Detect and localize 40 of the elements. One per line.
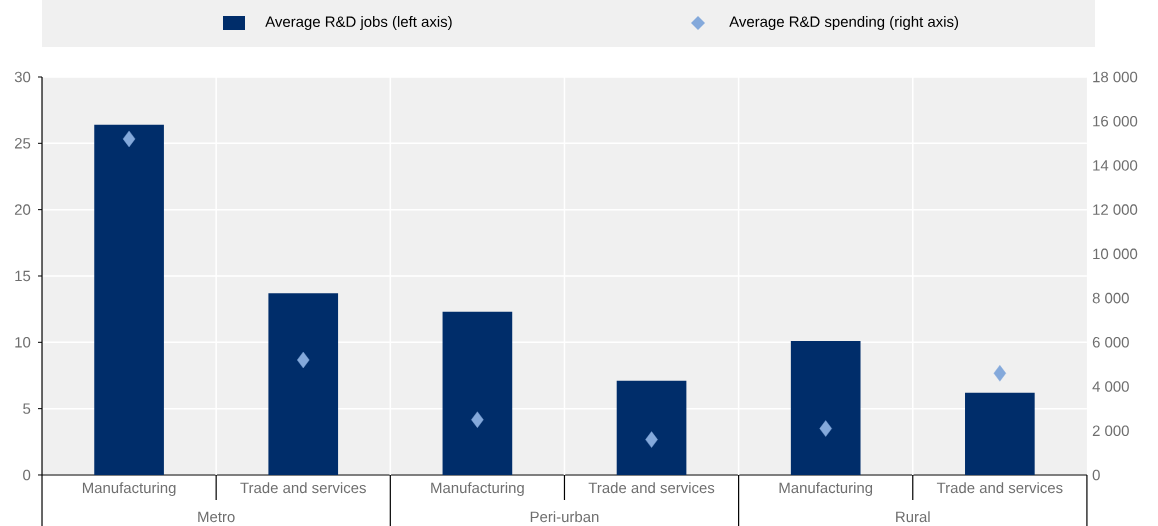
point <box>297 351 310 369</box>
y2-tick-label: 2 000 <box>1092 425 1129 437</box>
y-tick-label: 15 <box>15 270 31 282</box>
y2-tick-label: 0 <box>1092 469 1100 481</box>
x-tick-label: Trade and services <box>936 482 1063 494</box>
x-tick-label: Manufacturing <box>82 482 176 497</box>
y2-tick-label: 14 000 <box>1093 160 1138 171</box>
y-tick-label: 5 <box>23 403 31 414</box>
x-tick-label: Manufacturing <box>431 482 524 497</box>
legend-label: Average R&D spending (right axis) <box>729 16 959 30</box>
y2-tick-label: 10 000 <box>1093 248 1138 260</box>
y2-tick-label: 12 000 <box>1093 204 1138 215</box>
y2-tick-label: 8 000 <box>1092 292 1129 304</box>
text: Peri-urban <box>530 511 599 523</box>
x-tick-label: Trade and services <box>588 482 715 494</box>
point <box>471 411 484 428</box>
bar <box>616 380 687 475</box>
x-tick-label: Trade and services <box>240 482 366 494</box>
y-tick-label: 30 <box>14 71 31 83</box>
point <box>122 130 136 148</box>
point <box>993 365 1007 382</box>
y-tick-label: 10 <box>15 337 31 348</box>
legend-label: Average R&D jobs (left axis) <box>265 16 452 30</box>
bar <box>94 124 164 475</box>
bar <box>268 293 339 475</box>
y-tick-label: 25 <box>14 138 31 149</box>
y-tick-label: 0 <box>23 469 31 481</box>
bar <box>965 392 1035 475</box>
point <box>819 420 832 437</box>
y2-tick-label: 4 000 <box>1092 381 1129 392</box>
bar <box>790 340 861 475</box>
y-tick-label: 20 <box>14 204 31 215</box>
x-tick-label: Manufacturing <box>779 482 873 497</box>
point <box>645 431 658 448</box>
bar <box>442 311 513 475</box>
text: Metro <box>198 511 235 523</box>
y2-tick-label: 18 000 <box>1093 71 1138 83</box>
y2-tick-label: 16 000 <box>1093 115 1138 127</box>
y2-tick-label: 6 000 <box>1092 337 1129 348</box>
text: Rural <box>896 511 930 523</box>
